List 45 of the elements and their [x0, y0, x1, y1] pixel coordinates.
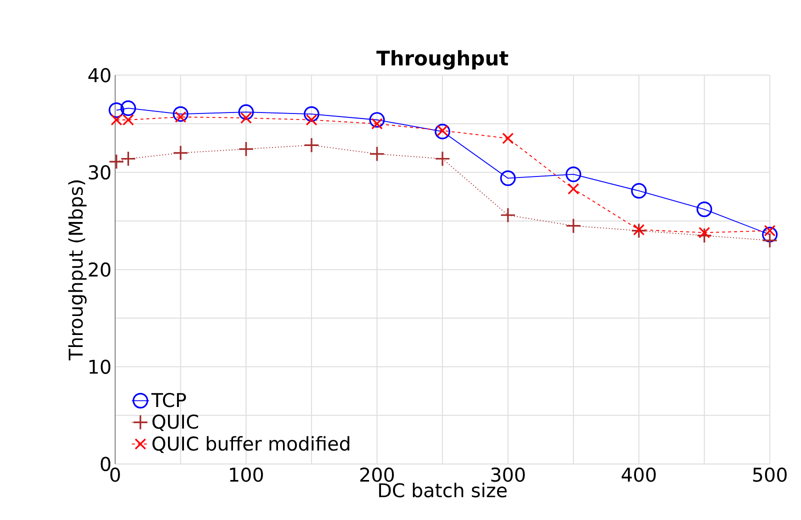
legend-label: QUIC	[152, 414, 198, 431]
legend-label: QUIC buffer modified	[152, 436, 350, 453]
point	[762, 232, 778, 248]
chart-title: Throughput	[376, 50, 508, 70]
x-tick-label: 100	[230, 467, 263, 482]
point	[502, 132, 514, 144]
point	[568, 183, 580, 195]
point	[633, 224, 645, 236]
x-tick-label: 300	[491, 467, 525, 482]
point	[304, 137, 320, 153]
y-tick-label: 30	[88, 165, 110, 180]
x-axis-title: DC batch size	[379, 482, 507, 498]
point	[500, 207, 516, 223]
x-tick-label: 200	[360, 467, 394, 482]
point	[631, 182, 647, 199]
y-tick-label: 40	[88, 68, 110, 82]
x-tick-label: 500	[753, 467, 787, 482]
point	[369, 112, 385, 128]
point	[696, 228, 712, 244]
y-tick-label: 10	[90, 360, 110, 374]
point	[172, 145, 188, 161]
point	[631, 222, 647, 238]
point	[108, 154, 124, 170]
x-tick-label: 0	[110, 467, 120, 482]
point	[120, 150, 136, 166]
point	[434, 124, 450, 140]
point	[566, 166, 582, 182]
point	[238, 141, 254, 157]
y-tick-label: 0	[100, 456, 110, 472]
point	[762, 226, 778, 242]
point	[238, 104, 254, 120]
point	[500, 170, 516, 186]
point	[434, 150, 450, 166]
legend-label: TCP	[151, 392, 186, 408]
point	[696, 201, 712, 218]
point	[369, 146, 385, 162]
point	[172, 106, 188, 122]
point	[108, 102, 124, 118]
y-axis-title: Throughput (Mbps)	[68, 180, 87, 360]
point	[698, 226, 710, 238]
point	[566, 218, 582, 234]
x-tick-label: 400	[622, 467, 656, 482]
y-tick-label: 20	[88, 262, 110, 277]
point	[304, 106, 320, 122]
point	[120, 100, 136, 116]
